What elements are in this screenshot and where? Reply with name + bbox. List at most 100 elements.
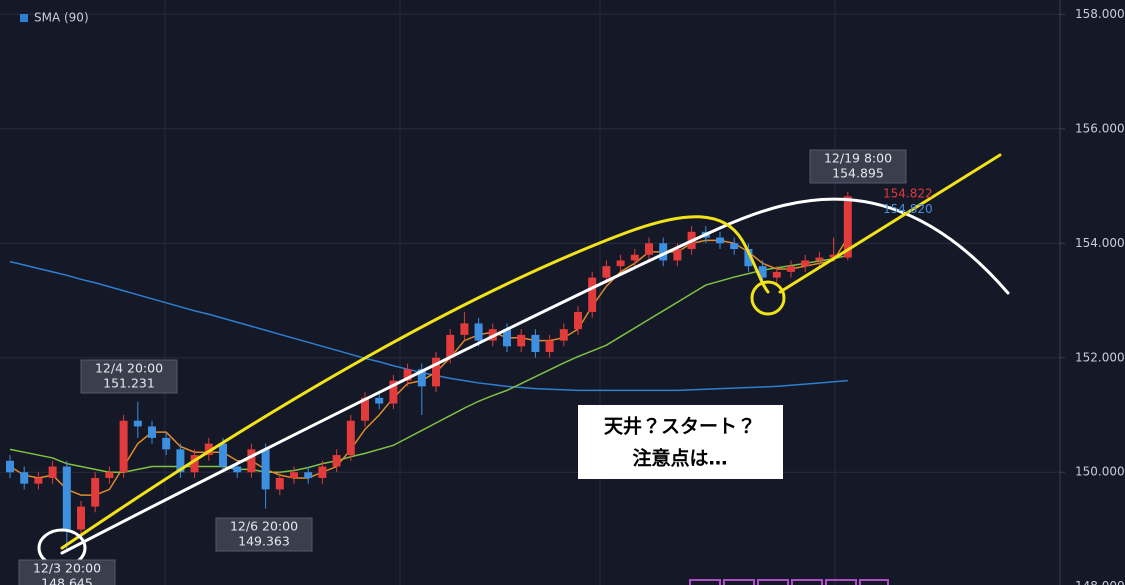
candle-body xyxy=(545,340,554,353)
y-tick-label: 158.000 xyxy=(1075,7,1125,21)
candle-body xyxy=(304,472,313,478)
hand-drawn xyxy=(37,153,1010,568)
candle-body xyxy=(346,420,355,456)
yellow-circle xyxy=(750,280,786,316)
price-label: 154.822 xyxy=(883,187,933,201)
candle-body xyxy=(233,466,242,473)
indicator-line xyxy=(9,254,848,473)
candle-body xyxy=(403,369,412,381)
callout-box xyxy=(80,359,178,394)
candle-body xyxy=(716,237,724,244)
candle-body xyxy=(261,449,270,490)
candle-body xyxy=(559,329,568,341)
candle-body xyxy=(275,477,284,490)
candle-body xyxy=(20,472,29,484)
candle-body xyxy=(787,266,795,272)
candle-body xyxy=(105,472,114,478)
candle-body xyxy=(119,420,128,473)
marker xyxy=(757,579,789,585)
candle-body xyxy=(48,466,57,478)
note-line: 注意点は… xyxy=(632,447,727,470)
candle-body xyxy=(673,248,682,261)
candle-body xyxy=(332,455,341,467)
candle-body xyxy=(801,260,810,267)
candle-body xyxy=(474,323,483,341)
candle-body xyxy=(432,357,440,387)
legend-swatch xyxy=(20,14,28,22)
callout-time: 12/4 20:00 xyxy=(95,361,163,376)
callout-time: 12/6 20:00 xyxy=(230,519,298,534)
candle-body xyxy=(460,323,469,335)
candle-body xyxy=(77,506,85,530)
note-line: 天井？スタート？ xyxy=(604,416,756,438)
candles xyxy=(6,192,852,550)
candle-body xyxy=(630,254,639,261)
yellow-line xyxy=(778,153,1002,294)
candle-body xyxy=(730,243,739,249)
vertical-grid xyxy=(164,0,836,585)
y-tick-label: 154.000 xyxy=(1075,236,1125,250)
candle-body xyxy=(361,397,369,421)
callout-time: 12/19 8:00 xyxy=(824,151,892,166)
candle-body xyxy=(247,449,256,473)
candle-body xyxy=(204,443,213,456)
candle-body xyxy=(744,248,753,267)
candle-body xyxy=(148,426,156,438)
callout-box xyxy=(809,149,907,184)
candle-body xyxy=(517,334,526,347)
candle-body xyxy=(219,443,227,467)
candle-body xyxy=(318,466,327,478)
callout-value: 154.895 xyxy=(832,166,884,181)
grid xyxy=(0,13,1060,473)
y-tick-label: 150.000 xyxy=(1075,465,1125,479)
note-box xyxy=(578,405,783,479)
bottom-markers xyxy=(689,579,889,585)
price-label: 154.820 xyxy=(883,202,933,216)
candle-body xyxy=(91,477,100,507)
candle-body xyxy=(843,196,852,258)
callout-value: 149.363 xyxy=(238,534,290,549)
y-tick-label: 148.000 xyxy=(1075,579,1125,585)
candle-body xyxy=(645,243,653,255)
candle-body xyxy=(34,477,43,484)
candle-body xyxy=(389,380,398,404)
candle-body xyxy=(133,420,142,427)
candle-body xyxy=(62,466,71,530)
candle-body xyxy=(176,449,185,473)
candle-body xyxy=(772,271,781,278)
price-axis: 148.000 150.000 152.000 154.000 156.000 158.0… xyxy=(1060,7,1125,585)
yellow-curve xyxy=(60,215,770,550)
candle-body xyxy=(6,460,14,473)
y-tick-label: 156.000 xyxy=(1075,121,1125,135)
y-tick-label: 152.000 xyxy=(1075,350,1125,364)
candle-body xyxy=(758,266,767,278)
candle-body xyxy=(290,472,298,478)
candle-body xyxy=(503,329,511,347)
indicator-line xyxy=(9,260,848,392)
candle-body xyxy=(162,437,171,450)
marker xyxy=(859,579,889,585)
candle-body xyxy=(375,397,384,404)
callout-time: 12/3 20:00 xyxy=(33,561,101,576)
callout-value: 148.645 xyxy=(41,576,93,585)
candle-body xyxy=(446,334,455,358)
marker xyxy=(689,579,721,585)
marker xyxy=(723,579,755,585)
legend-label: SMA (90) xyxy=(34,11,89,25)
marker xyxy=(825,579,857,585)
candle-body xyxy=(588,277,597,312)
candle-body xyxy=(815,257,824,261)
white-curve xyxy=(60,197,1010,555)
candle-body xyxy=(190,455,199,473)
candle-body xyxy=(659,243,668,261)
marker xyxy=(791,579,823,585)
callout-box xyxy=(215,517,313,552)
candle-body xyxy=(574,311,582,330)
candle-body xyxy=(616,260,625,267)
candle-body xyxy=(602,266,611,278)
callout-box xyxy=(18,559,116,585)
callout-value: 151.231 xyxy=(103,376,155,391)
